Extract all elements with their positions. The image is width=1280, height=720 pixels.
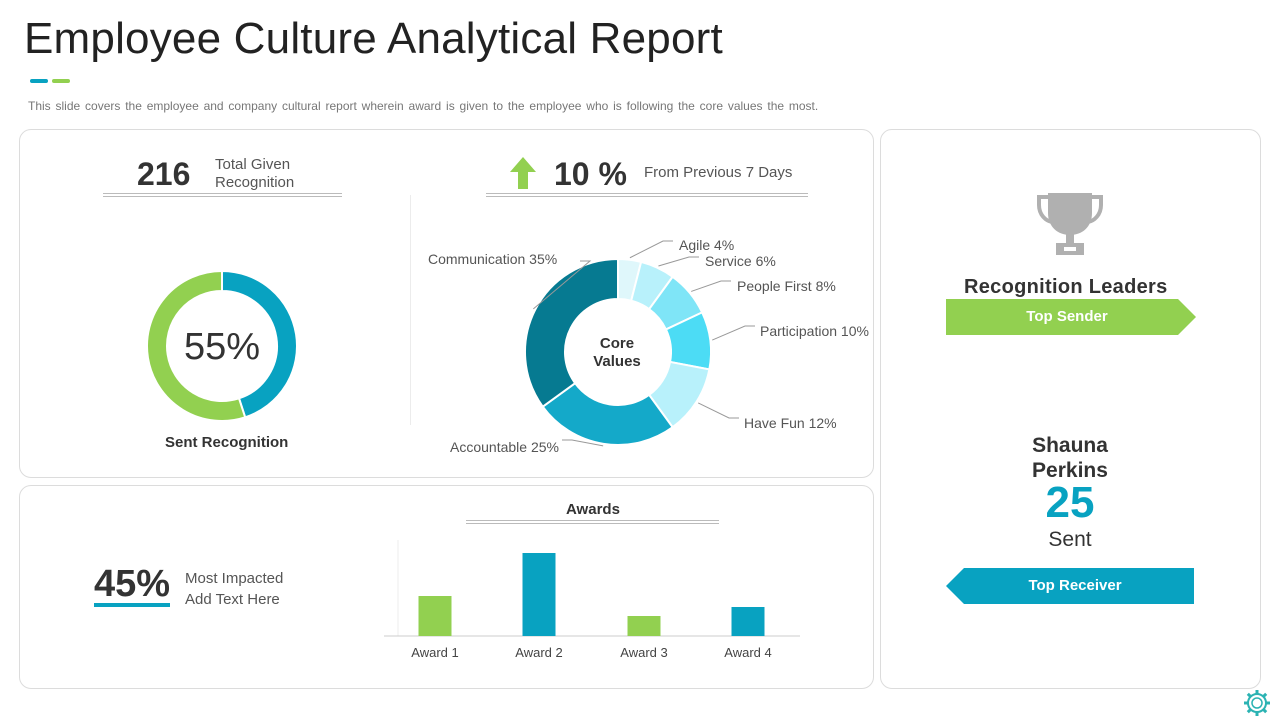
title-accent [30, 79, 72, 83]
change-label: From Previous 7 Days [644, 164, 793, 181]
total-recognition-value: 216 [137, 156, 191, 192]
bar-award-2 [522, 553, 556, 636]
core-values-center-line2: Values [593, 353, 641, 370]
bar-award-3 [627, 616, 661, 636]
bar-label-award-1: Award 1 [411, 645, 459, 660]
pie-leader-line [533, 260, 592, 310]
pie-label-service: Service 6% [705, 253, 776, 269]
leaders-title: Recognition Leaders [964, 276, 1168, 298]
pie-leader-line [562, 439, 604, 447]
sent-recognition-caption: Sent Recognition [165, 434, 289, 451]
total-recognition-label-line1: Total Given [215, 156, 291, 173]
pie-leader-line [697, 402, 739, 419]
pie-label-communication: Communication 35% [428, 251, 558, 267]
pie-label-agile: Agile 4% [679, 237, 735, 253]
pie-label-accountable: Accountable 25% [450, 439, 559, 455]
awards-card [19, 485, 874, 689]
pie-leader-line [658, 256, 699, 267]
pie-leader-line [712, 325, 755, 341]
pie-label-have-fun: Have Fun 12% [744, 415, 837, 431]
pie-leader-line [629, 240, 673, 259]
total-recognition-underline [103, 193, 342, 197]
gear-icon [1244, 690, 1270, 716]
pie-segment-communication [524, 257, 619, 409]
leader-name-line2: Perkins [1032, 459, 1108, 482]
sent-recognition-percent: 55% [183, 326, 261, 368]
accent-bar-green [52, 79, 70, 83]
accent-bar-blue [30, 79, 48, 83]
top-sender-ribbon: Top Sender [946, 299, 1196, 335]
page-title: Employee Culture Analytical Report [24, 14, 723, 63]
core-values-center-label: Core Values [577, 335, 657, 371]
trophy-icon [1037, 193, 1103, 255]
total-recognition-label-line2: Recognition [215, 174, 295, 191]
page-subtitle: This slide covers the employee and compa… [28, 99, 819, 113]
pie-label-people-first: People First 8% [737, 278, 836, 294]
core-values-center-line1: Core [599, 335, 635, 352]
pie-segment-accountable [541, 381, 675, 446]
donut-segment-sent [146, 270, 247, 422]
top-card-divider [410, 195, 411, 425]
top-sender-label: Top Sender [1026, 308, 1108, 325]
impact-label-line1: Most Impacted [185, 570, 284, 587]
top-receiver-label: Top Receiver [1028, 577, 1122, 594]
bar-label-award-2: Award 2 [515, 645, 563, 660]
bar-award-4 [731, 607, 765, 636]
leader-count: 25 [1045, 478, 1095, 527]
pie-label-participation: Participation 10% [760, 323, 869, 339]
core-values-donut [524, 240, 755, 447]
awards-chart-title: Awards [566, 501, 620, 518]
change-underline [486, 193, 808, 197]
arrow-up-icon [510, 157, 536, 189]
pie-leader-line [691, 280, 731, 292]
impact-label: Most Impacted Add Text Here [185, 568, 283, 610]
sent-recognition-donut [146, 270, 298, 422]
bar-label-award-3: Award 3 [620, 645, 668, 660]
awards-title-underline [466, 520, 719, 524]
change-value: 10 % [554, 156, 627, 192]
total-recognition-label: Total Given Recognition [215, 156, 294, 192]
impact-value: 45% [94, 563, 171, 607]
leader-count-suffix: Sent [1048, 528, 1092, 551]
top-receiver-ribbon: Top Receiver [946, 568, 1194, 604]
bar-award-1 [418, 596, 452, 636]
bar-label-award-4: Award 4 [724, 645, 772, 660]
leader-name-line1: Shauna [1032, 434, 1108, 457]
impact-label-line2: Add Text Here [185, 591, 280, 608]
leader-name: Shauna Perkins [990, 433, 1150, 483]
awards-bar-chart [384, 540, 800, 637]
